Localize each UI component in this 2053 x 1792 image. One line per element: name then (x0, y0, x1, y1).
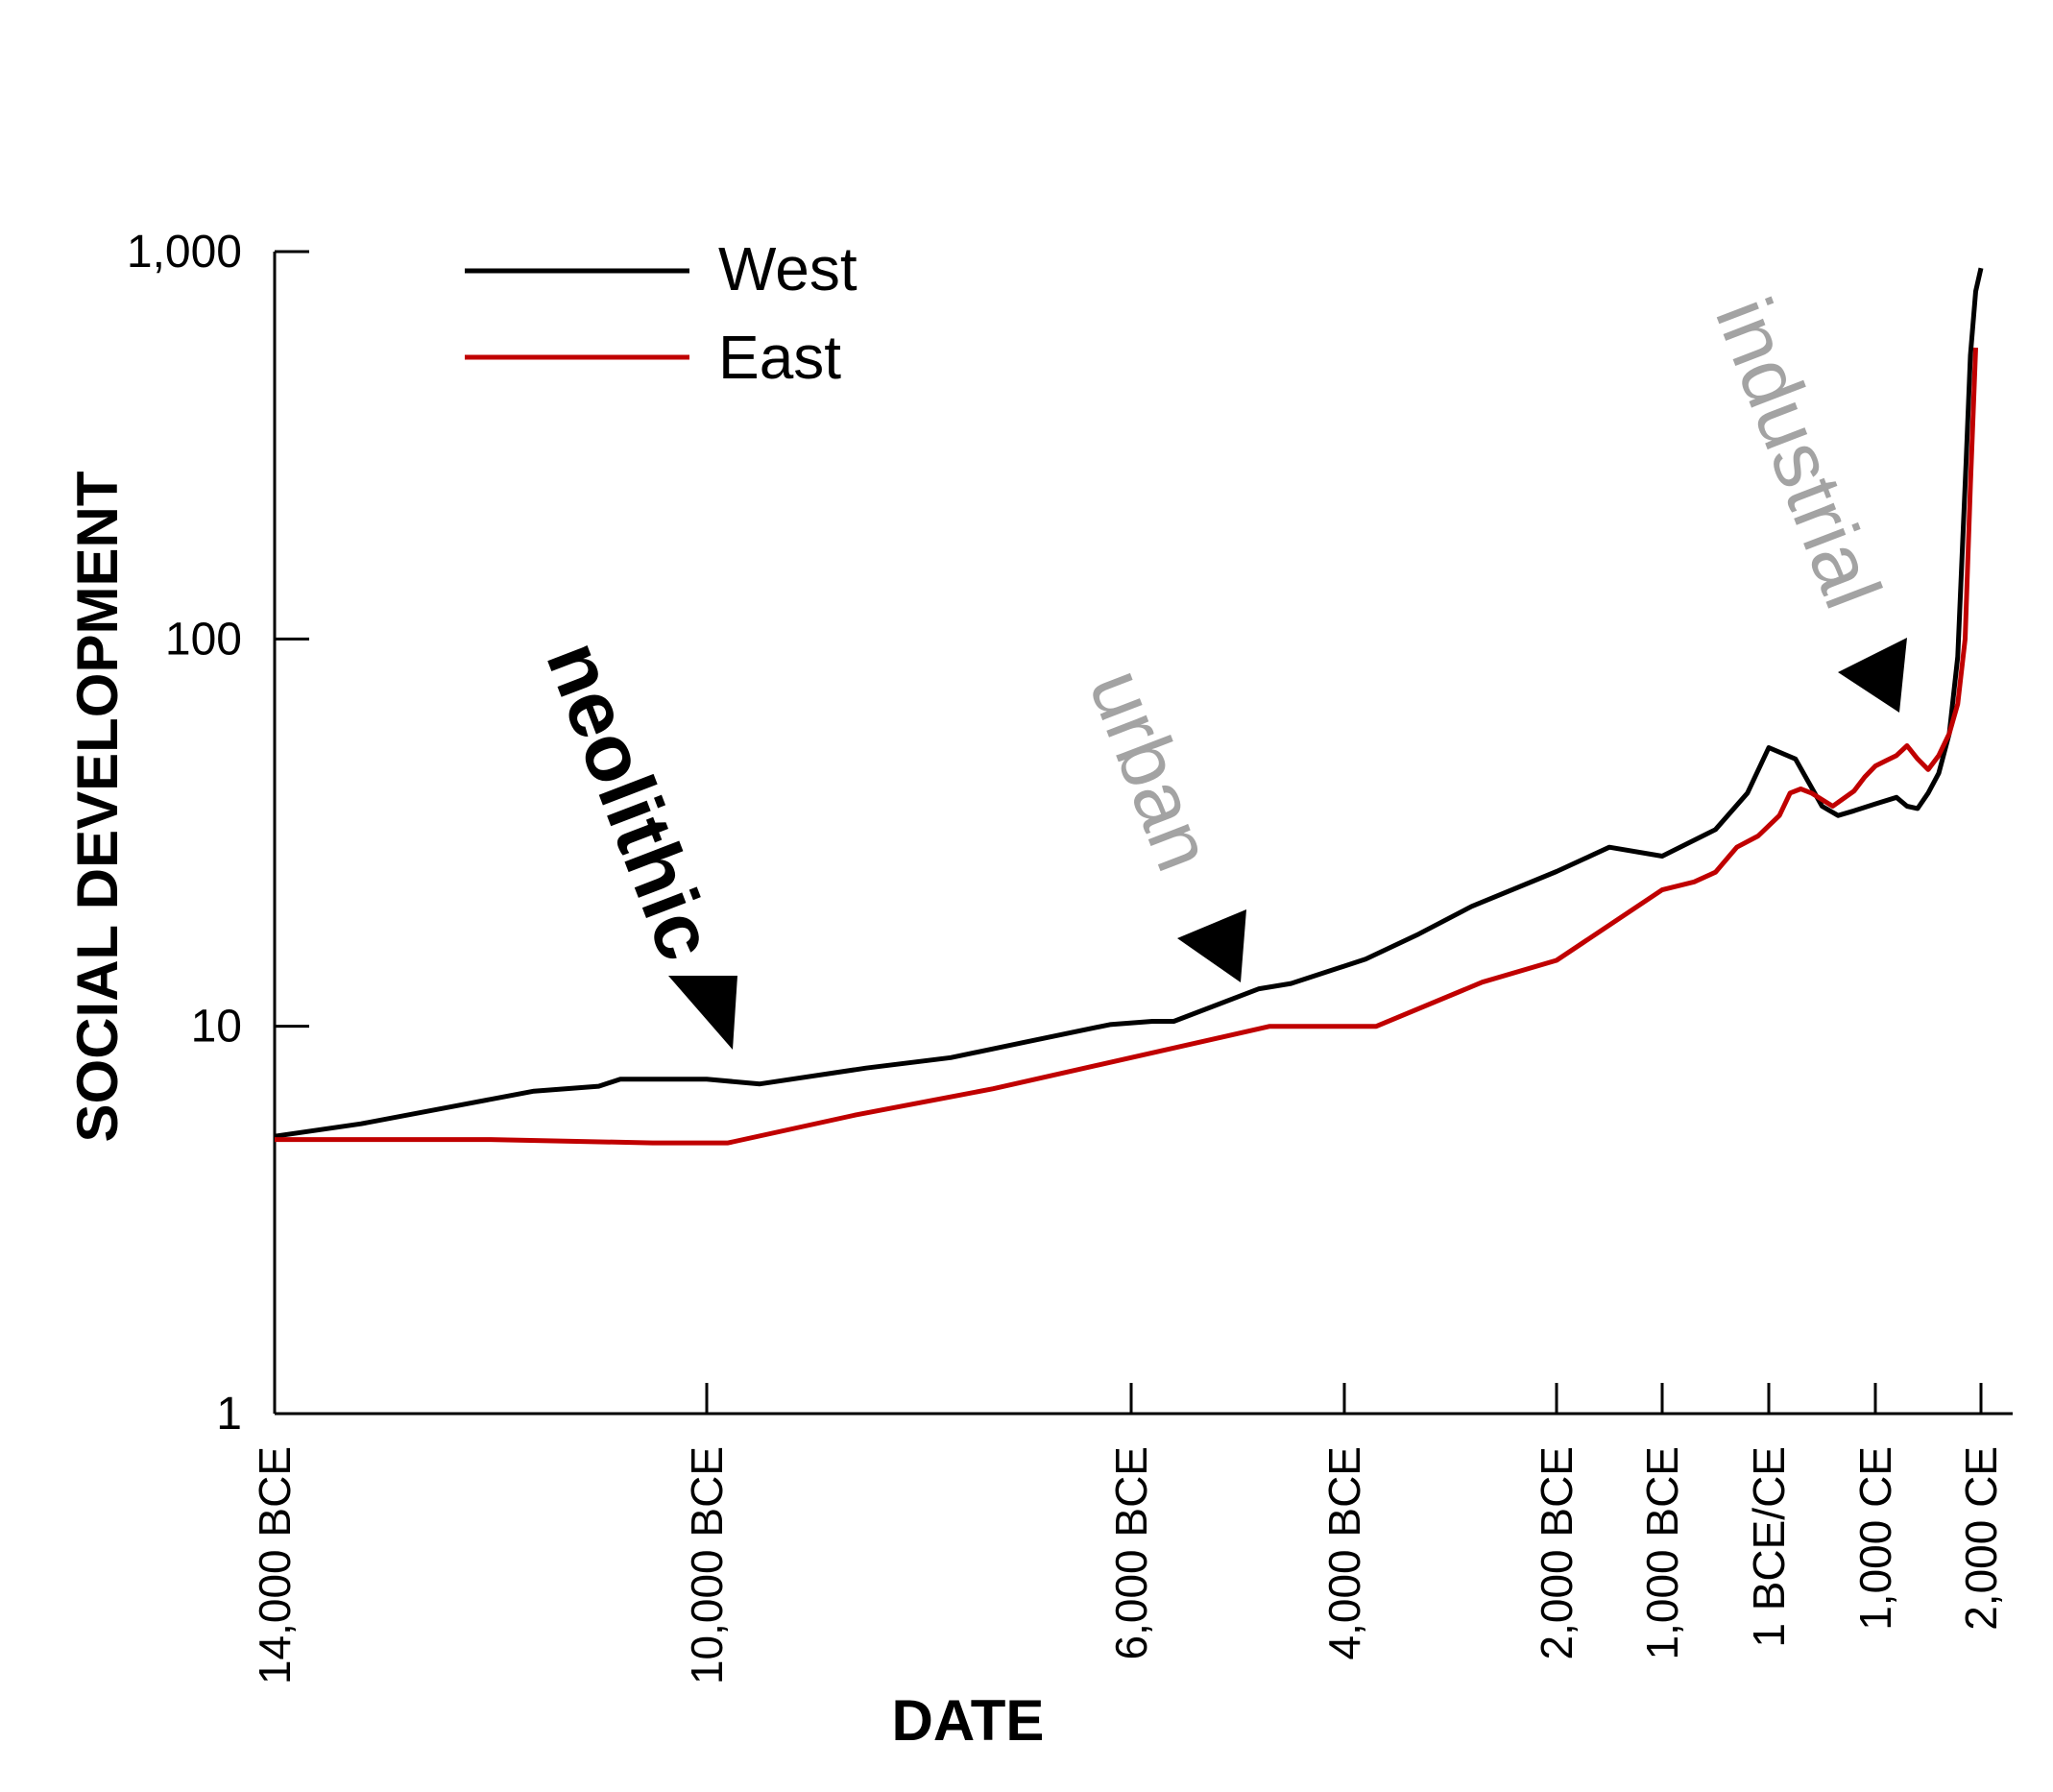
y-ticks: 1 10 100 1,000 (127, 227, 309, 1440)
x-axis-title: DATE (892, 1688, 1045, 1753)
legend-label-west: West (718, 234, 857, 303)
series-line-west (274, 267, 1984, 1139)
y-tick-label: 1 (216, 1389, 242, 1440)
x-tick-label: 14,000 BCE (250, 1446, 300, 1684)
annotation-neolithic-arrow (668, 976, 737, 1050)
y-tick-label: 10 (191, 1002, 242, 1053)
legend-label-east: East (718, 323, 841, 392)
x-tick-label: 1 BCE/CE (1744, 1446, 1794, 1648)
annotation-urban: urban (1073, 657, 1231, 882)
y-axis-title: SOCIAL DEVELOPMENT (65, 472, 130, 1143)
y-tick-label: 100 (165, 614, 242, 665)
x-tick-label: 2,000 CE (1956, 1446, 2006, 1631)
annotation-neolithic: neolithic (529, 630, 733, 972)
x-ticks: 14,000 BCE 10,000 BCE 6,000 BCE 4,000 BCE 2,… (250, 1383, 2006, 1684)
annotation-industrial-arrow (1838, 638, 1907, 713)
x-tick-label: 2,000 BCE (1532, 1446, 1582, 1659)
x-tick-label: 1,000 BCE (1637, 1446, 1687, 1659)
x-tick-label: 10,000 BCE (682, 1446, 732, 1684)
annotation-industrial: industrial (1699, 286, 1898, 620)
y-tick-label: 1,000 (127, 227, 242, 278)
x-tick-label: 1,000 CE (1850, 1446, 1900, 1631)
legend: West East (465, 234, 857, 392)
x-tick-label: 6,000 BCE (1106, 1446, 1156, 1659)
era-annotations: neolithic urban industrial (529, 286, 1907, 1050)
x-tick-label: 4,000 BCE (1319, 1446, 1369, 1659)
series-line-east (275, 347, 1978, 1146)
series-lines (274, 267, 1984, 1146)
axes (273, 252, 2013, 1416)
annotation-urban-arrow (1177, 909, 1246, 982)
